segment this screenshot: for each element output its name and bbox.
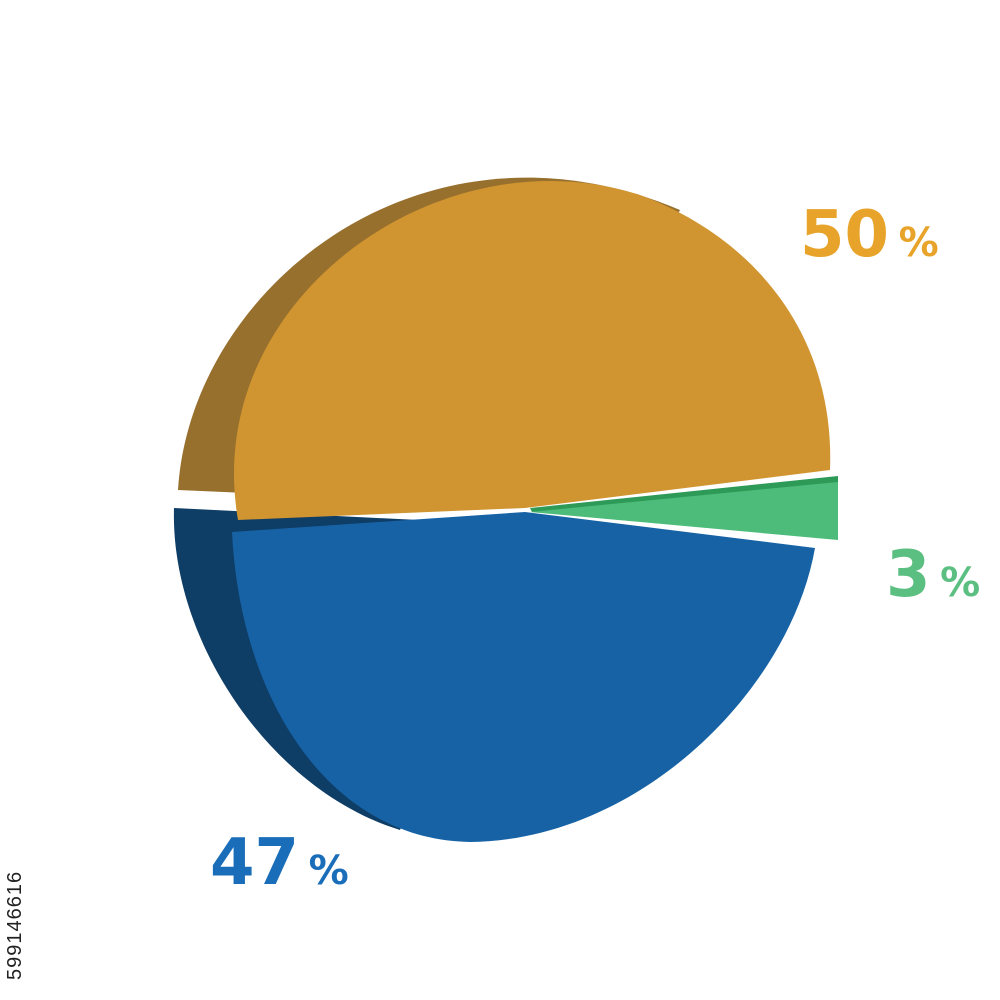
stock-image-id: 599146616: [4, 870, 26, 980]
slice-3-side: [530, 476, 838, 512]
slice-label-percent-sign: %: [309, 848, 349, 894]
slice-3: [530, 482, 838, 540]
slice-label-50-value: 50: [800, 198, 889, 272]
slice-label-47-value: 47: [210, 826, 299, 900]
slice-47: [232, 512, 815, 842]
slice-label-percent-sign: %: [940, 560, 980, 606]
slice-label-50: 50 %: [800, 198, 939, 272]
slice-label-47: 47 %: [210, 826, 349, 900]
slice-label-3-value: 3: [886, 538, 931, 612]
slice-50: [233, 180, 831, 520]
slice-label-3: 3 %: [886, 538, 980, 612]
slice-label-percent-sign: %: [899, 220, 939, 266]
